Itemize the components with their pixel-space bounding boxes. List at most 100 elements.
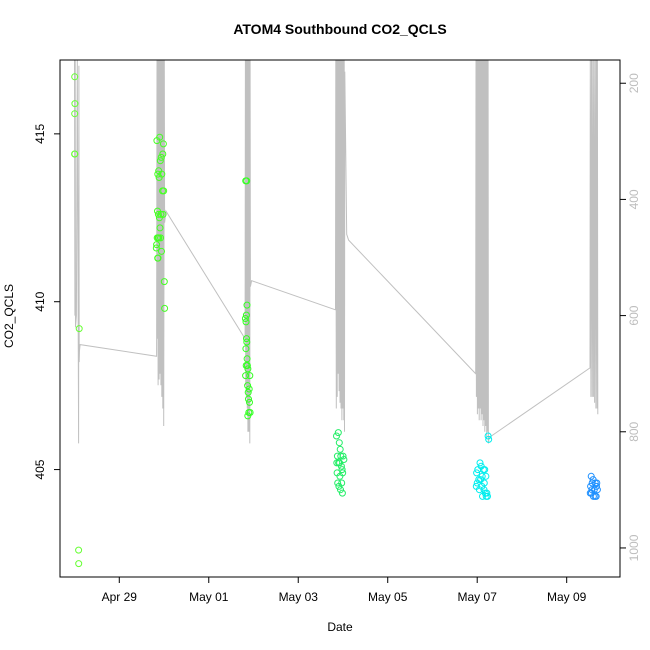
data-point (593, 479, 601, 487)
data-point (336, 445, 344, 453)
x-tick-label: May 09 (547, 590, 587, 604)
data-point (592, 492, 600, 500)
data-point (333, 432, 340, 440)
data-point (334, 429, 342, 437)
data-point (335, 439, 343, 447)
data-point (156, 224, 164, 232)
data-point (157, 210, 165, 218)
y-tick-label: 410 (33, 291, 47, 311)
data-point (337, 462, 345, 470)
data-point (475, 486, 483, 494)
data-point (338, 466, 346, 474)
data-point (75, 325, 83, 333)
data-point (242, 311, 250, 319)
x-tick-label: May 05 (368, 590, 408, 604)
data-point (338, 479, 346, 487)
chart-title: ATOM4 Southbound CO2_QCLS (233, 21, 446, 37)
x-tick-label: Apr 29 (102, 590, 138, 604)
data-point (241, 315, 249, 322)
data-point (71, 100, 79, 108)
data-point (483, 489, 491, 497)
y2-tick-label: 200 (627, 73, 641, 93)
data-point (485, 435, 493, 443)
y2-tick-label: 800 (627, 421, 641, 441)
data-point (157, 234, 165, 242)
data-point (244, 382, 252, 390)
data-point (243, 338, 251, 346)
data-point (340, 456, 348, 463)
data-point (473, 479, 481, 487)
data-point (159, 150, 167, 158)
data-point (156, 157, 164, 165)
y2-tick-label: 1000 (627, 534, 641, 561)
x-tick-label: May 07 (458, 590, 498, 604)
data-point (244, 388, 252, 396)
data-point (482, 472, 490, 480)
data-point (153, 241, 161, 249)
data-point (242, 318, 250, 326)
data-point (245, 385, 253, 393)
data-point (71, 73, 79, 81)
data-point (339, 452, 347, 460)
series-4 (333, 429, 348, 497)
y-tick-label: 415 (33, 124, 47, 144)
data-point (336, 472, 344, 480)
data-point (246, 398, 253, 406)
data-point (473, 469, 481, 477)
data-point (75, 560, 83, 568)
data-point (243, 335, 250, 343)
y2-tick-label: 600 (627, 305, 641, 325)
series-6 (586, 472, 601, 500)
data-point (243, 177, 251, 185)
data-point (337, 486, 344, 494)
data-point (588, 479, 596, 487)
data-point (476, 459, 484, 467)
data-point (242, 345, 250, 353)
data-point (479, 492, 486, 500)
data-point (154, 170, 162, 178)
series-3 (241, 177, 254, 420)
data-point (244, 412, 252, 420)
y2-tick-label: 400 (627, 189, 641, 209)
data-point (243, 355, 251, 363)
data-point (71, 110, 79, 118)
data-point (245, 395, 252, 403)
altitude-profile (74, 59, 599, 444)
series-5 (472, 432, 493, 500)
data-point (152, 244, 160, 252)
data-point (246, 372, 254, 380)
profile-line (74, 59, 599, 444)
plot-frame (59, 59, 621, 578)
data-point (75, 546, 83, 554)
data-point (161, 304, 169, 312)
data-point (159, 210, 167, 218)
y-tick-label: 405 (33, 459, 47, 479)
data-point (484, 492, 491, 500)
y-axis-label: CO2_QCLS (2, 284, 16, 348)
data-point (242, 372, 250, 380)
data-point (154, 254, 162, 262)
data-point (156, 133, 164, 141)
data-point (334, 479, 342, 487)
data-point (158, 170, 166, 178)
data-point (338, 489, 346, 497)
data-point (484, 432, 492, 440)
data-point (159, 140, 167, 148)
data-point (336, 459, 344, 467)
data-point (158, 247, 165, 255)
data-point (154, 210, 162, 218)
series-1 (71, 73, 83, 568)
data-points (71, 73, 601, 568)
data-point (157, 153, 165, 161)
x-tick-label: May 03 (279, 590, 319, 604)
data-point (243, 301, 251, 309)
data-point (242, 362, 250, 369)
x-axis-label: Date (327, 620, 353, 634)
data-point (586, 489, 594, 497)
data-point (481, 466, 489, 474)
data-point (160, 187, 168, 195)
data-point (71, 150, 79, 158)
data-point (588, 486, 596, 494)
data-point (244, 365, 252, 373)
